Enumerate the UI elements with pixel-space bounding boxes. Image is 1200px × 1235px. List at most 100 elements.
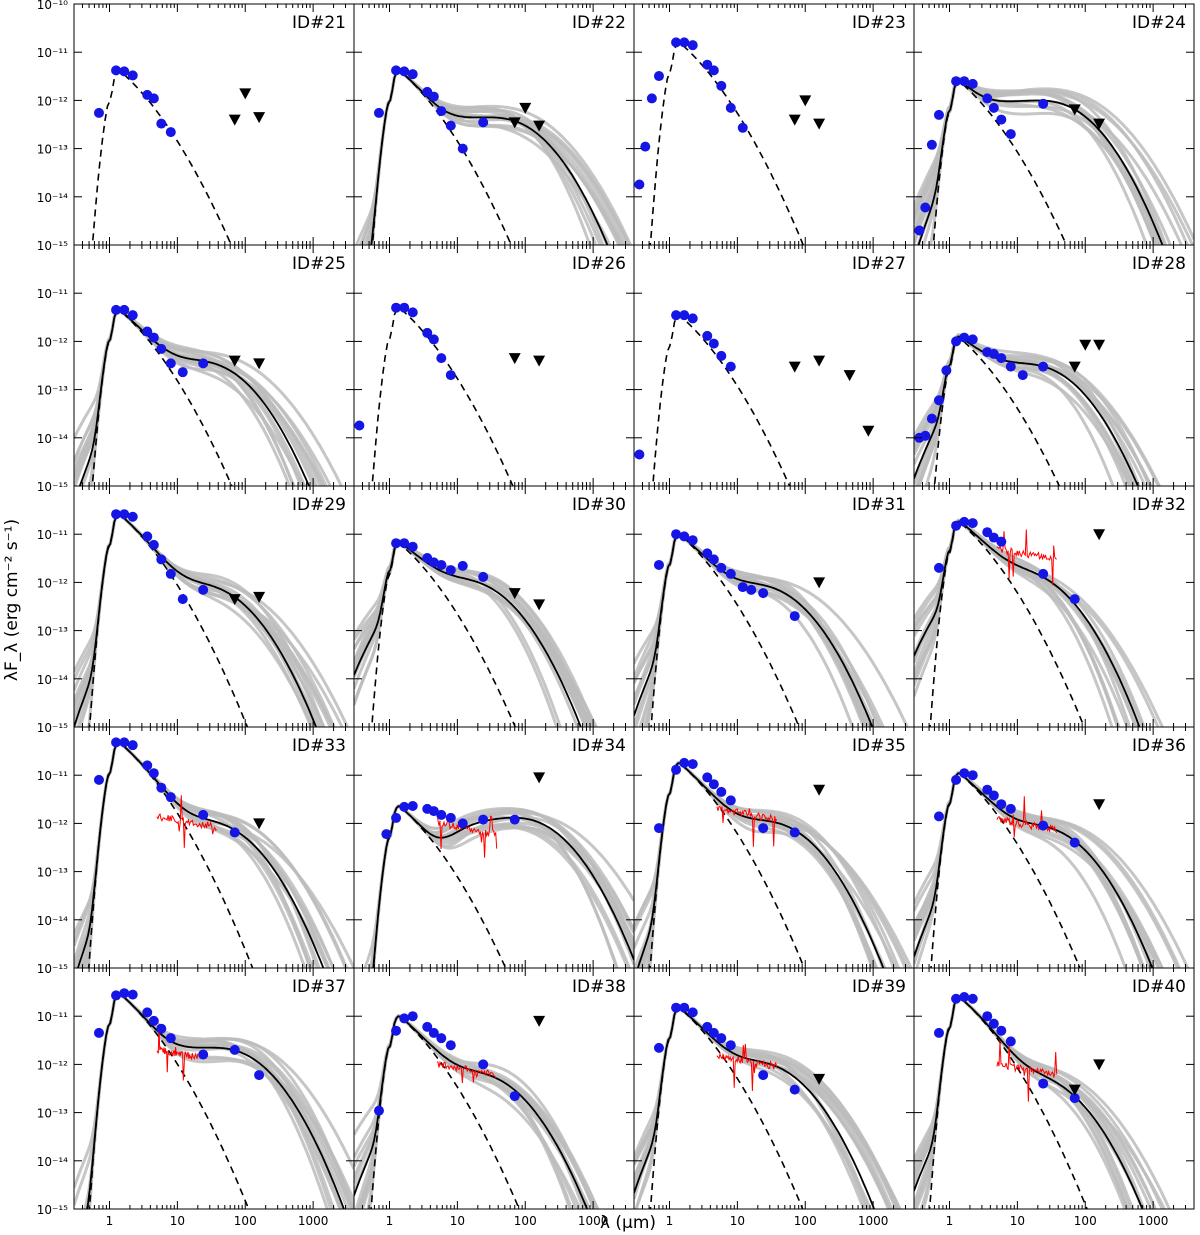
photometry-point xyxy=(229,827,240,838)
upper-limit-marker xyxy=(1093,118,1106,130)
photometry-point xyxy=(634,179,645,190)
y-tick-label: 10⁻¹⁵ xyxy=(37,1203,68,1217)
upper-limit-marker xyxy=(508,353,521,365)
model-fit-line xyxy=(354,1014,600,1209)
photometry-point xyxy=(967,518,978,529)
y-tick-label: 10⁻¹¹ xyxy=(37,287,68,301)
upper-limit-marker xyxy=(1079,339,1092,351)
photometry-point xyxy=(988,102,999,113)
stellar-photosphere-line xyxy=(930,772,1081,968)
model-fit-line xyxy=(634,1006,900,1209)
photometry-point xyxy=(457,143,468,154)
panel-id-label: ID#36 xyxy=(1132,736,1186,756)
upper-limit-marker xyxy=(843,370,856,382)
y-tick-label: 10⁻¹³ xyxy=(37,143,68,157)
model-fit-line xyxy=(354,540,597,727)
model-fit-line xyxy=(634,1005,868,1209)
photometry-point xyxy=(789,827,800,838)
best-fit-line xyxy=(370,69,609,245)
photometry-point xyxy=(428,1027,439,1038)
photometry-point xyxy=(951,76,962,87)
y-tick-label: 10⁻¹¹ xyxy=(37,769,68,783)
photometry-point xyxy=(996,799,1007,810)
upper-limit-marker xyxy=(1093,529,1106,541)
photometry-point xyxy=(119,737,130,748)
x-tick-label: 1 xyxy=(666,1214,674,1228)
photometry-point xyxy=(702,1021,713,1032)
photometry-point xyxy=(445,1040,456,1051)
photometry-point xyxy=(967,993,978,1004)
upper-limit-marker xyxy=(228,114,241,126)
photometry-point xyxy=(391,1025,402,1036)
y-tick-label: 10⁻¹¹ xyxy=(37,528,68,542)
photometry-point xyxy=(127,511,138,522)
panel-frame xyxy=(913,244,1195,487)
panel-id-label: ID#32 xyxy=(1132,495,1186,515)
photometry-point xyxy=(399,1013,410,1024)
photometry-point xyxy=(391,538,402,549)
panel-id-label: ID#28 xyxy=(1132,254,1186,274)
photometry-point xyxy=(708,65,719,76)
model-fit-line xyxy=(640,761,878,968)
model-fit-line xyxy=(361,68,621,245)
photometry-point xyxy=(687,759,698,770)
photometry-point xyxy=(708,554,719,565)
photometry-point xyxy=(982,784,993,795)
photometry-point xyxy=(671,764,682,775)
model-fit-line xyxy=(642,761,875,968)
plot-area xyxy=(634,529,909,727)
plot-area xyxy=(363,772,634,968)
photometry-point xyxy=(671,1002,682,1013)
x-tick-label: 100 xyxy=(514,1214,537,1228)
photometry-point xyxy=(407,307,418,318)
photometry-point xyxy=(198,809,209,820)
x-tick-label: 1000 xyxy=(578,1214,609,1228)
spectrum-line xyxy=(436,1060,497,1084)
photometry-point xyxy=(165,358,176,369)
upper-limit-marker xyxy=(788,361,801,373)
y-tick-label: 10⁻¹⁴ xyxy=(37,1155,68,1169)
photometry-point xyxy=(716,786,727,797)
model-fit-line xyxy=(354,540,588,727)
stellar-photosphere-line xyxy=(88,992,250,1209)
model-fit-line xyxy=(354,1014,578,1209)
sed-panel: ID#33 10⁻¹⁵ 10⁻¹⁴ 10⁻¹³ 10⁻¹² 10⁻¹¹ xyxy=(37,726,355,976)
photometry-point xyxy=(1038,98,1049,109)
model-fit-line xyxy=(646,761,877,968)
photometry-point xyxy=(933,1027,944,1038)
model-fit-line xyxy=(87,991,354,1209)
sed-panel: ID#30 xyxy=(353,485,635,728)
sed-panel: ID#24 xyxy=(913,3,1195,246)
model-fit-line xyxy=(366,1014,589,1209)
photometry-point xyxy=(165,568,176,579)
x-tick-label: 1000 xyxy=(298,1214,329,1228)
photometry-point xyxy=(119,66,130,77)
photometry-point xyxy=(1038,361,1049,372)
best-fit-line xyxy=(354,541,582,727)
plot-area xyxy=(914,992,1172,1209)
y-tick-label: 10⁻¹³ xyxy=(37,625,68,639)
model-fit-line xyxy=(634,1005,871,1209)
photometry-point xyxy=(399,801,410,812)
photometry-point xyxy=(407,1011,418,1022)
model-fit-line xyxy=(359,1014,572,1209)
panel-frame xyxy=(353,244,635,487)
photometry-point xyxy=(391,65,402,76)
photometry-point xyxy=(111,509,122,520)
stellar-photosphere-line xyxy=(371,69,513,245)
sed-panel: ID#21 10⁻¹⁵ 10⁻¹⁴ 10⁻¹³ 10⁻¹² 10⁻¹¹ 10⁻¹⁰ xyxy=(37,0,355,253)
photometry-point xyxy=(789,611,800,622)
y-tick-label: 10⁻¹⁴ xyxy=(37,191,68,205)
photometry-point xyxy=(142,326,153,337)
photometry-point xyxy=(93,774,104,785)
model-fit-line xyxy=(369,68,624,245)
model-fit-line xyxy=(354,540,588,727)
photometry-point xyxy=(959,332,970,343)
panels-grid: ID#21 10⁻¹⁵ 10⁻¹⁴ 10⁻¹³ 10⁻¹² 10⁻¹¹ 10⁻¹⁰ ID#22… xyxy=(37,0,1195,1228)
model-fit-line xyxy=(354,540,594,727)
model-fit-line xyxy=(367,68,625,245)
photometry-point xyxy=(982,527,993,538)
photometry-point xyxy=(391,302,402,313)
sed-panel: ID#37 10⁻¹⁵ 10⁻¹⁴ 10⁻¹³ 10⁻¹² 10⁻¹¹ 1 10 100 1000 xyxy=(37,967,355,1228)
model-fit-line xyxy=(354,1014,596,1209)
